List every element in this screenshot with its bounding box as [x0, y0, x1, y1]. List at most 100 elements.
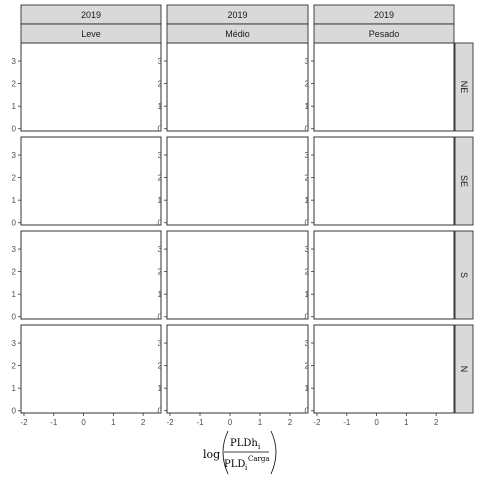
x-axis-title-denominator: PLD — [224, 459, 245, 470]
y-tick-label: 3 — [158, 151, 163, 160]
y-tick-label: 0 — [12, 407, 17, 416]
col-label-leve: Leve — [81, 29, 101, 39]
y-tick-label: 2 — [305, 174, 310, 183]
row-label-s: S — [459, 272, 469, 278]
x-axis-title-left-paren — [222, 430, 229, 475]
x-tick-label: 0 — [374, 418, 379, 427]
x-tick-label: -2 — [166, 418, 174, 427]
y-tick-label: 0 — [158, 125, 163, 134]
y-tick-label: 2 — [158, 362, 163, 371]
y-tick-label: 2 — [12, 174, 17, 183]
panel-n-1 — [166, 324, 309, 414]
x-axis-title-denominator-sup: Carga — [248, 455, 270, 463]
y-tick-label: 1 — [305, 384, 310, 393]
x-axis-title-log: log — [203, 448, 220, 461]
y-tick-label: 3 — [12, 339, 17, 348]
y-tick-label: 2 — [305, 268, 310, 277]
y-tick-label: 3 — [158, 339, 163, 348]
y-tick-label: 3 — [12, 151, 17, 160]
y-tick-label: 1 — [305, 290, 310, 299]
x-axis-title-denominator-sub: i — [245, 464, 248, 472]
y-tick-label: 0 — [158, 219, 163, 228]
panel-border — [20, 230, 162, 320]
panel-se-0 — [20, 136, 162, 226]
row-label-n: N — [459, 366, 469, 373]
panel-ne-1 — [166, 42, 309, 132]
panel-border — [166, 324, 309, 414]
y-tick-label: 0 — [305, 313, 310, 322]
col-label-medio: Médio — [225, 29, 250, 39]
y-tick-label: 0 — [305, 125, 310, 134]
x-tick-label: -2 — [20, 418, 28, 427]
y-tick-label: 3 — [12, 57, 17, 66]
y-tick-label: 3 — [12, 245, 17, 254]
x-axis-title-numerator-sub: i — [258, 443, 261, 451]
row-label-ne: NE — [459, 81, 469, 94]
y-tick-label: 2 — [158, 174, 163, 183]
y-tick-label: 2 — [12, 268, 17, 277]
panels-layer: 0 1 2 3 0 1 2 3 0 1 2 3 0 1 2 3 0 1 2 3 0 1 2 3 0 1 2 3 0 1 2 3 0 1 2 3 0 1 2 3… — [12, 42, 455, 427]
y-tick-label: 1 — [158, 290, 163, 299]
y-tick-label: 2 — [12, 80, 17, 89]
y-tick-label: 0 — [158, 313, 163, 322]
y-tick-label: 3 — [158, 57, 163, 66]
col-label-pesado: Pesado — [369, 29, 400, 39]
y-tick-label: 3 — [305, 151, 310, 160]
x-axis-title-right-paren — [270, 430, 277, 475]
panel-border — [20, 136, 162, 226]
y-tick-label: 2 — [158, 80, 163, 89]
x-tick-label: 1 — [404, 418, 409, 427]
x-axis-title-numerator: PLDh — [230, 438, 258, 449]
panel-border — [166, 136, 309, 226]
y-tick-label: 1 — [12, 102, 17, 111]
y-tick-label: 3 — [158, 245, 163, 254]
x-tick-label: 2 — [434, 418, 439, 427]
panel-border — [313, 230, 455, 320]
y-tick-label: 0 — [12, 219, 17, 228]
panel-border — [313, 42, 455, 132]
x-tick-label: 1 — [258, 418, 263, 427]
row-strip-s — [454, 230, 474, 320]
y-tick-label: 2 — [305, 80, 310, 89]
y-tick-label: 3 — [305, 339, 310, 348]
panel-border — [20, 42, 162, 132]
x-tick-label: 0 — [228, 418, 233, 427]
panel-s-2 — [313, 230, 455, 320]
y-tick-label: 2 — [305, 362, 310, 371]
y-tick-label: 3 — [305, 245, 310, 254]
col-year-label-1: 2019 — [81, 10, 101, 20]
y-tick-label: 0 — [305, 407, 310, 416]
y-tick-label: 1 — [158, 102, 163, 111]
panel-border — [313, 136, 455, 226]
y-tick-label: 3 — [305, 57, 310, 66]
panel-border — [20, 324, 162, 414]
panel-s-0 — [20, 230, 162, 320]
y-tick-label: 1 — [305, 196, 310, 205]
panel-ne-0 — [20, 42, 162, 132]
y-tick-label: 1 — [158, 384, 163, 393]
x-axis-title: log PLDh i PLD i Carga — [203, 430, 277, 475]
row-label-se: SE — [459, 175, 469, 187]
y-tick-label: 1 — [158, 196, 163, 205]
x-tick-label: 1 — [111, 418, 116, 427]
panel-border — [313, 324, 455, 414]
y-tick-label: 1 — [12, 384, 17, 393]
row-strip-se — [454, 136, 474, 226]
panel-se-2 — [313, 136, 455, 226]
x-tick-label: -1 — [50, 418, 58, 427]
col-year-label-2: 2019 — [227, 10, 247, 20]
y-tick-label: 2 — [12, 362, 17, 371]
panel-s-1 — [166, 230, 309, 320]
col-year-label-3: 2019 — [374, 10, 394, 20]
y-tick-label: 0 — [12, 313, 17, 322]
x-tick-label: -1 — [196, 418, 204, 427]
row-strip-n — [454, 324, 474, 414]
y-tick-label: 0 — [158, 407, 163, 416]
x-tick-label: -1 — [343, 418, 351, 427]
panel-border — [166, 230, 309, 320]
y-tick-label: 1 — [12, 290, 17, 299]
y-tick-label: 2 — [158, 268, 163, 277]
x-tick-label: 2 — [141, 418, 146, 427]
panel-se-1 — [166, 136, 309, 226]
